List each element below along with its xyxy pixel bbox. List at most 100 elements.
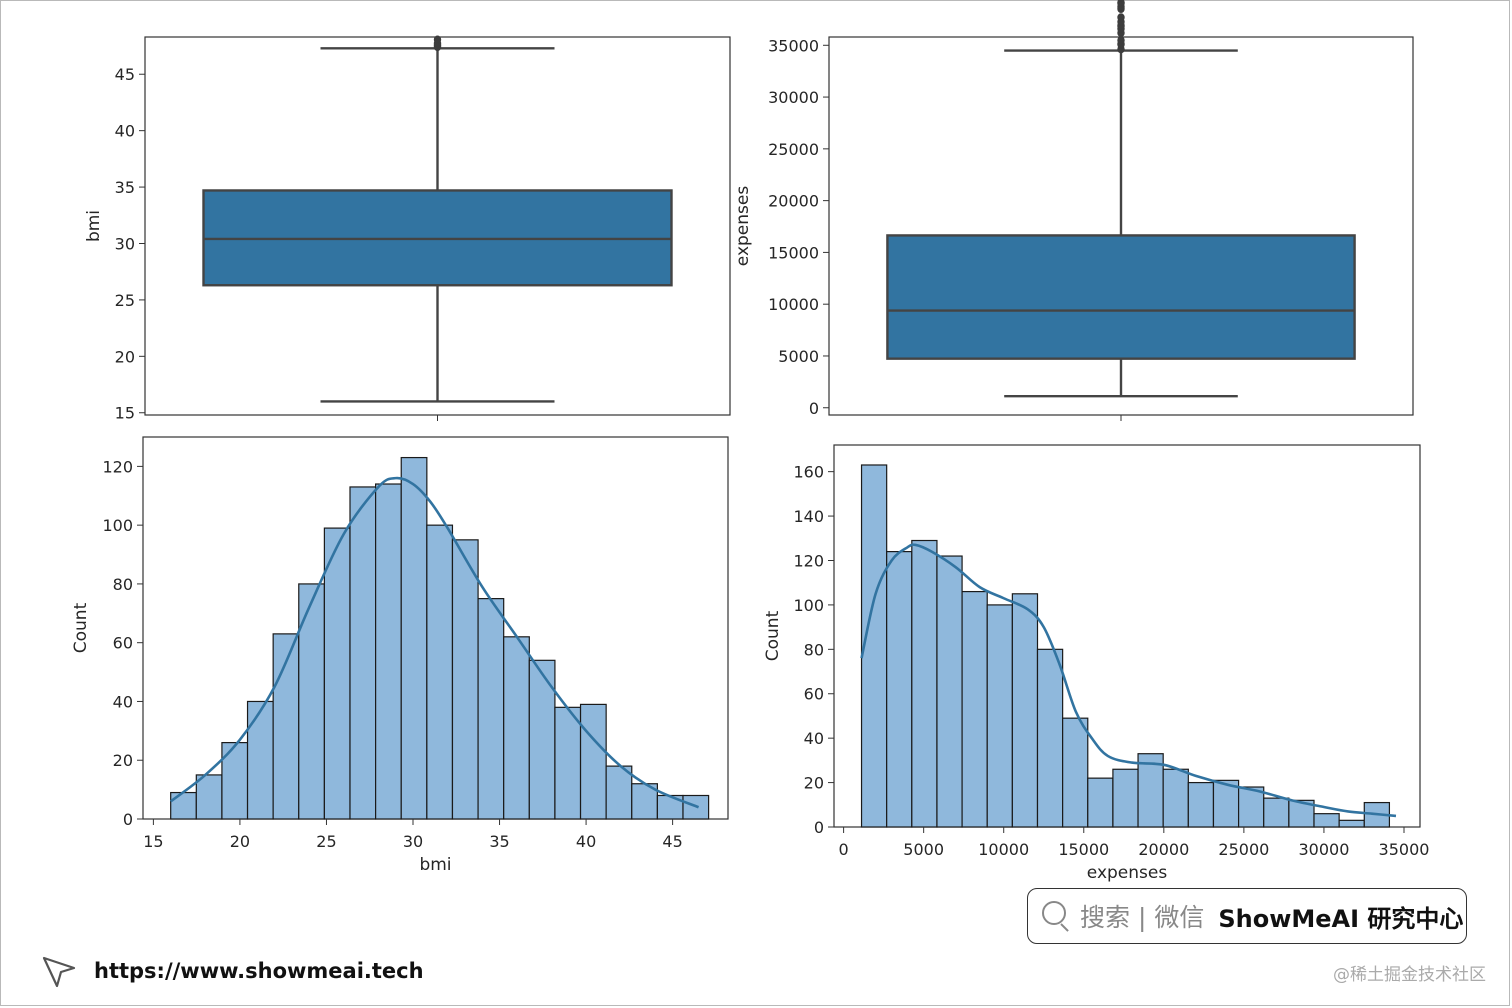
y-axis-label: expenses — [733, 186, 753, 267]
y-tick-label: 35000 — [768, 36, 819, 55]
y-tick-label: 60 — [113, 634, 133, 653]
y-tick-label: 15 — [115, 404, 135, 423]
histogram-bar — [1338, 819, 1365, 828]
y-tick-label: 15000 — [768, 243, 819, 262]
y-tick-label: 160 — [793, 463, 824, 482]
y-tick-label: 25 — [115, 291, 135, 310]
histogram-bar — [554, 706, 582, 820]
histogram-bar — [579, 703, 607, 820]
y-tick-label: 100 — [102, 516, 133, 535]
footer-url: https://www.showmeai.tech — [94, 959, 424, 983]
y-tick-label: 40 — [113, 692, 133, 711]
histogram-bar — [1288, 799, 1315, 828]
histogram-bar — [400, 456, 428, 820]
histogram-bar — [349, 486, 377, 820]
histogram-bar — [936, 555, 963, 828]
histogram-bar — [195, 774, 223, 820]
y-tick-label: 10000 — [768, 295, 819, 314]
x-tick-label: 40 — [576, 832, 596, 851]
histogram-bar — [1137, 753, 1164, 828]
histogram-bar — [246, 700, 274, 820]
histogram-bar — [961, 590, 988, 828]
y-tick-label: 25000 — [768, 140, 819, 159]
histogram-bar — [451, 539, 479, 820]
search-banner[interactable]: 搜索 | 微信 ShowMeAI 研究中心 — [1027, 888, 1467, 944]
outlier-point — [1117, 13, 1125, 22]
boxplot-bmi: 15 20 25 30 35 40 45 bmi — [84, 35, 731, 423]
x-tick-label: 20000 — [1138, 840, 1189, 859]
histogram-bar — [1313, 813, 1340, 828]
histogram-bar — [1112, 768, 1139, 828]
x-tick-label: 35 — [489, 832, 509, 851]
histogram-bar — [170, 791, 197, 820]
y-tick-label: 20 — [113, 751, 133, 770]
y-tick-label: 100 — [793, 596, 824, 615]
y-tick-label: 40 — [804, 729, 824, 748]
y-tick-label: 80 — [113, 575, 133, 594]
y-tick-label: 140 — [793, 507, 824, 526]
y-axis-label: bmi — [84, 210, 104, 242]
kde-line — [169, 476, 700, 809]
outlier-point — [1117, 36, 1125, 45]
x-tick-label: 25000 — [1218, 840, 1269, 859]
histogram-bar — [503, 636, 530, 820]
histogram-bar — [986, 604, 1013, 828]
x-tick-label: 15 — [143, 832, 163, 851]
y-tick-label: 40 — [115, 122, 135, 141]
footer-link[interactable]: https://www.showmeai.tech — [40, 952, 424, 990]
x-tick-label: 0 — [839, 840, 849, 859]
x-axis-label: bmi — [419, 855, 451, 875]
y-tick-label: 20 — [115, 347, 135, 366]
histogram-bar — [1036, 648, 1064, 828]
x-tick-label: 35000 — [1379, 840, 1430, 859]
cursor-arrow-icon — [42, 956, 76, 988]
search-icon — [1042, 901, 1072, 932]
y-axis-label: Count — [763, 610, 783, 661]
watermark: @稀土掘金技术社区 — [1333, 965, 1486, 985]
x-axis-label: expenses — [1087, 863, 1168, 883]
histogram-bar — [1263, 797, 1290, 828]
outlier-point — [433, 35, 442, 44]
brand-label: ShowMeAI 研究中心 — [1218, 904, 1464, 933]
y-tick-label: 20 — [804, 774, 824, 793]
y-tick-label: 30 — [115, 234, 135, 253]
y-axis-label: Count — [71, 602, 91, 653]
histogram-bar — [426, 524, 454, 820]
histogram-bar — [375, 483, 402, 820]
histogram-bar — [1011, 593, 1039, 828]
y-tick-label: 45 — [115, 65, 135, 84]
y-tick-label: 60 — [804, 685, 824, 704]
y-tick-label: 35 — [115, 178, 135, 197]
x-tick-label: 5000 — [903, 840, 944, 859]
x-tick-label: 10000 — [978, 840, 1029, 859]
histogram-bar — [886, 551, 913, 828]
x-tick-label: 30000 — [1298, 840, 1349, 859]
histogram-bar — [911, 539, 938, 828]
histogram-bar — [298, 583, 325, 820]
kde-line — [860, 543, 1397, 818]
iqr-box — [886, 234, 1356, 360]
y-tick-label: 30000 — [768, 88, 819, 107]
x-tick-label: 45 — [662, 832, 682, 851]
histogram-bar — [1237, 786, 1265, 828]
x-tick-label: 20 — [230, 832, 250, 851]
boxplot-expenses: 0 5000 10000 15000 20000 25000 30000 35000 expen… — [733, 0, 1414, 421]
histogram-bmi: 15 20 25 30 35 40 45 bmi 0 20 40 60 80 100 120 Count — [71, 436, 729, 875]
y-tick-label: 20000 — [768, 192, 819, 211]
y-tick-label: 0 — [123, 810, 133, 829]
histogram-bar — [1062, 717, 1089, 828]
histogram-bar — [1187, 781, 1215, 828]
x-tick-label: 15000 — [1058, 840, 1109, 859]
y-tick-label: 120 — [793, 551, 824, 570]
histogram-bar — [1162, 768, 1189, 828]
histogram-bar — [477, 598, 505, 820]
y-tick-label: 80 — [804, 640, 824, 659]
x-tick-label: 30 — [403, 832, 423, 851]
y-tick-label: 0 — [809, 399, 819, 418]
histogram-expenses: 0 5000 10000 15000 20000 25000 30000 35000 expen… — [763, 444, 1430, 883]
histogram-bar — [323, 527, 351, 820]
histogram-bar — [605, 765, 633, 820]
x-tick-label: 25 — [316, 832, 336, 851]
